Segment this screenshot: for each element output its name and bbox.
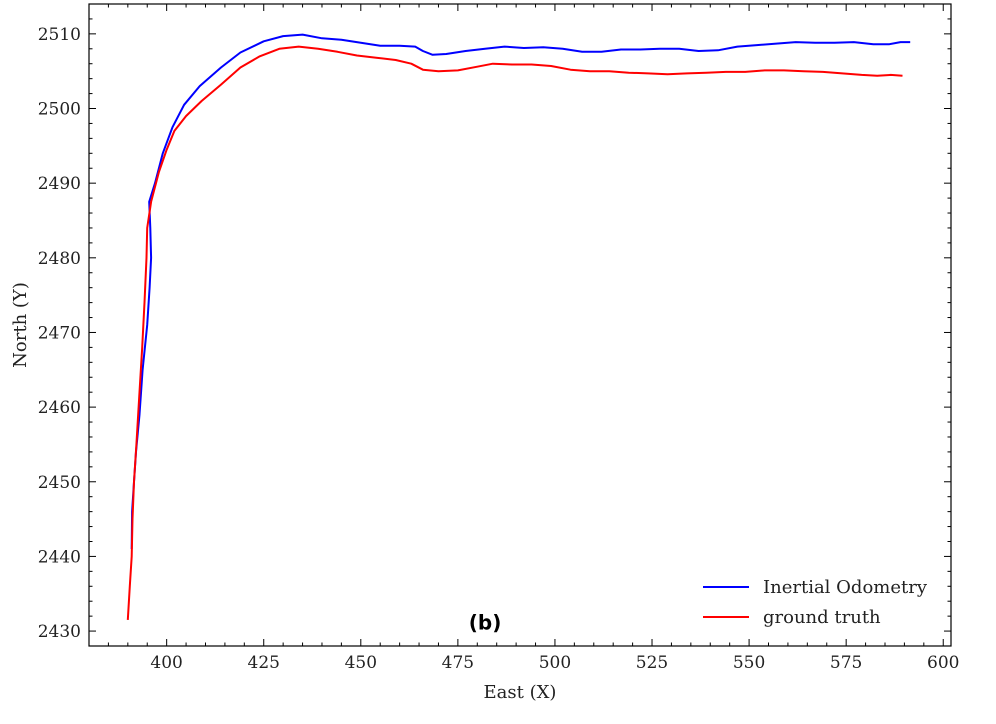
y-tick-label: 2470 [38,323,81,343]
y-tick-label: 2460 [38,398,81,418]
plot-lines [126,33,911,620]
legend-label-inertial-odometry: Inertial Odometry [763,577,928,598]
y-axis-label: North (Y) [10,282,31,368]
y-tick-label: 2450 [38,473,81,493]
axis-tick-labels: 400 425 450 475 500 525 550 575 600 2430 2440 2450 2… [38,25,960,673]
legend: Inertial Odometry ground truth [703,577,928,628]
panel-annotation: (b) [469,611,502,635]
plot-frame [88,3,952,647]
y-tick-label: 2510 [38,25,81,45]
y-tick-label: 2500 [38,100,81,120]
legend-label-ground-truth: ground truth [763,607,881,628]
x-tick-label: 550 [733,653,765,673]
x-tick-label: 450 [345,653,377,673]
x-tick-label: 400 [150,653,182,673]
series-line-ground-truth [126,45,903,620]
y-tick-label: 2440 [38,547,81,567]
x-tick-label: 425 [248,653,280,673]
x-tick-label: 475 [442,653,474,673]
y-tick-label: 2430 [38,622,81,642]
x-tick-label: 500 [539,653,571,673]
x-tick-label: 575 [830,653,862,673]
x-tick-label: 600 [927,653,959,673]
y-tick-label: 2480 [38,249,81,269]
y-tick-label: 2490 [38,174,81,194]
x-tick-label: 525 [636,653,668,673]
x-axis-label: East (X) [484,682,557,703]
axis-ticks [88,3,951,647]
series-line-inertial-odometry [130,33,911,550]
